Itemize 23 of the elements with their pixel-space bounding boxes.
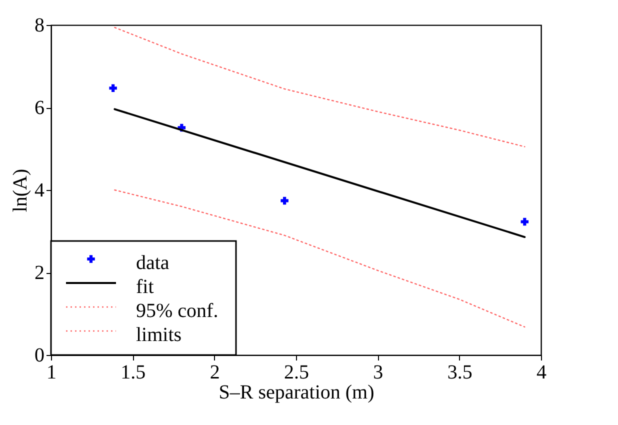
legend-label: limits [136, 324, 182, 346]
x-tick-label: 1 [46, 362, 56, 384]
point [520, 218, 529, 226]
x-axis-title: S–R separation (m) [218, 382, 374, 404]
y-tick-label: 6 [34, 97, 44, 119]
x-tick-label: 2.5 [284, 362, 309, 384]
legend-label: data [136, 252, 170, 274]
line-series [114, 26, 526, 148]
legend-label: fit [136, 276, 154, 298]
point [109, 84, 117, 92]
y-tick-label: 4 [34, 180, 44, 202]
x-tick-label: 1.5 [120, 362, 146, 384]
x-tick-label: 3.5 [447, 362, 472, 384]
y-tick-label: 0 [34, 344, 44, 366]
point [280, 196, 288, 205]
y-tick-label: 2 [34, 262, 44, 284]
line-series [114, 189, 526, 328]
x-tick-label: 3 [373, 362, 384, 384]
legend-label: 95% conf. [136, 300, 218, 322]
y-tick-label: 8 [34, 14, 44, 36]
x-tick-label: 4 [536, 362, 546, 384]
x-tick-label: 2 [210, 362, 220, 384]
y-axis-title: ln(A) [10, 168, 32, 212]
